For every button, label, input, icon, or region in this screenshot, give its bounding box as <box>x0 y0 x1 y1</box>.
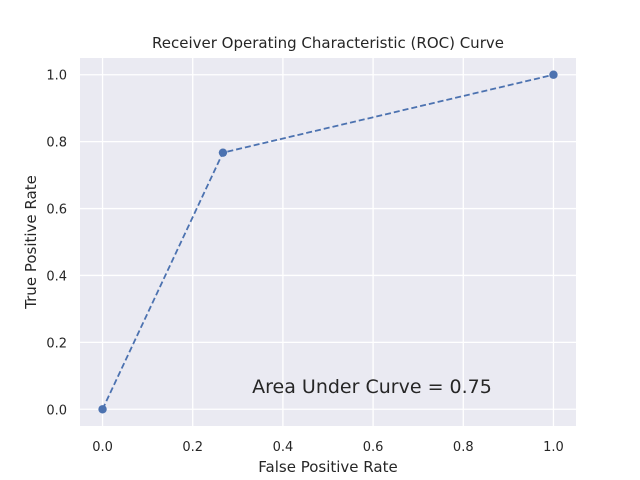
x-axis-label: False Positive Rate <box>258 458 397 476</box>
roc-point <box>218 148 228 157</box>
y-tick-label: 0.4 <box>46 269 67 284</box>
series-layer <box>98 70 558 414</box>
chart-title: Receiver Operating Characteristic (ROC) … <box>152 34 504 52</box>
roc-point <box>549 70 558 79</box>
x-axis-ticks: 0.0 0.2 0.4 0.6 0.8 1.0 <box>92 440 564 455</box>
y-tick-label: 0.6 <box>46 203 67 218</box>
y-axis-ticks: 0.0 0.2 0.4 0.6 0.8 1.0 <box>46 69 67 419</box>
auc-annotation: Area Under Curve = 0.75 <box>252 376 492 398</box>
x-tick-label: 0.6 <box>363 440 384 455</box>
x-tick-label: 1.0 <box>543 440 564 455</box>
y-tick-label: 0.0 <box>46 403 67 418</box>
x-tick-label: 0.8 <box>453 440 474 455</box>
x-tick-label: 0.0 <box>92 440 113 455</box>
y-tick-label: 0.8 <box>46 136 67 151</box>
roc-point <box>98 405 107 414</box>
y-tick-label: 1.0 <box>46 69 67 84</box>
y-tick-label: 0.2 <box>46 336 67 351</box>
grid <box>80 58 576 426</box>
x-tick-label: 0.2 <box>182 440 203 455</box>
x-tick-label: 0.4 <box>273 440 294 455</box>
plot-area <box>80 58 576 426</box>
y-axis-label: True Positive Rate <box>22 175 40 310</box>
